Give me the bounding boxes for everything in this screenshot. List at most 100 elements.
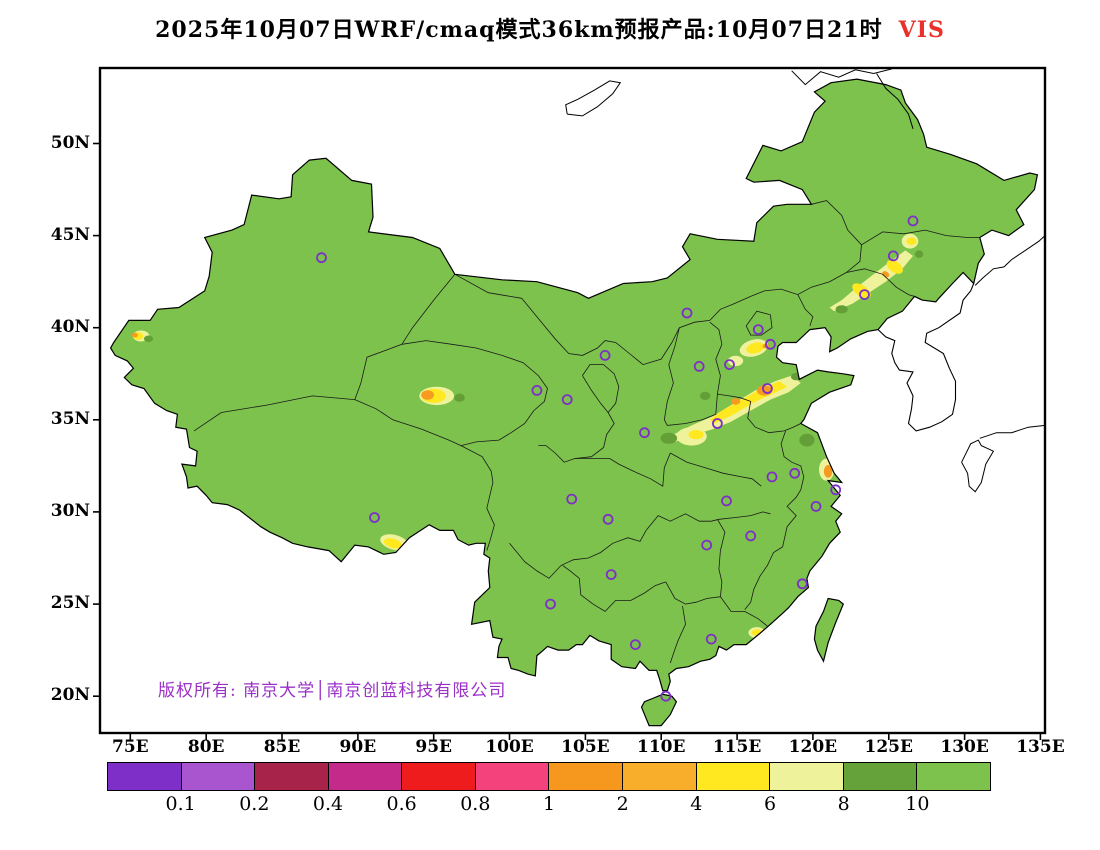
station-marker-hefei [766, 471, 778, 483]
forecast-patch [799, 433, 815, 447]
lon-tick-label: 90E [339, 737, 377, 757]
title-text: 2025年10月07日WRF/cmaq模式36km预报产品:10月07日21时 [155, 17, 883, 43]
station-marker-chengdu [566, 493, 578, 505]
station-marker-changchun [887, 250, 899, 262]
colorbar-label: 4 [690, 793, 703, 815]
station-marker-lanzhou [561, 394, 573, 406]
plot-border [98, 66, 1047, 735]
station-marker-beijing [752, 324, 764, 336]
colorbar-label: 10 [905, 793, 930, 815]
station-marker-guangzhou [705, 633, 717, 645]
lat-tick-label: 40N [50, 316, 90, 337]
colorbar-label: 0.1 [165, 793, 196, 815]
colorbar-label: 0.4 [312, 793, 344, 815]
colorbar-cell [842, 762, 918, 791]
forecast-patch [143, 335, 154, 343]
lon-tick-label: 135E [1016, 737, 1065, 757]
colorbar-label: 6 [763, 793, 777, 815]
station-marker-guiyang [605, 569, 617, 581]
station-marker-hohhot [681, 307, 693, 319]
station-marker-xining [531, 384, 543, 396]
colorbar-cell [401, 762, 476, 791]
lon-tick-label: 115E [712, 737, 762, 757]
forecast-patch [914, 250, 924, 258]
colorbar-label: 0.8 [460, 793, 491, 815]
colorbar-cell [254, 762, 329, 791]
forecast-patch [421, 390, 434, 400]
colorbar-cell [327, 762, 403, 791]
forecast-patch [835, 305, 848, 314]
copyright-text: 版权所有: 南京大学│南京创蓝科技有限公司 [158, 681, 507, 701]
forecast-patch [731, 398, 741, 405]
colorbar-label: 0.6 [386, 793, 417, 815]
china-forecast-map [93, 66, 1047, 740]
forecast-patch [728, 355, 744, 367]
colorbar-label: 2 [616, 793, 629, 815]
lon-tick-label: 95E [415, 737, 453, 757]
colorbar-cell [107, 762, 182, 791]
forecast-patch [823, 465, 833, 478]
station-marker-wuhan [721, 495, 732, 507]
station-marker-tianjin [765, 338, 776, 350]
forecast-patch [756, 385, 773, 396]
station-marker-nanjing [789, 467, 801, 479]
china-landmass [110, 79, 1038, 726]
coastlines [109, 68, 1046, 727]
colorbar-label: 0.2 [239, 793, 270, 815]
station-marker-fuzhou [796, 578, 808, 590]
station-markers [316, 215, 919, 702]
lat-tick-label: 45N [50, 224, 90, 245]
station-marker-taiyuan [693, 360, 705, 372]
colorbar-cell [622, 762, 697, 791]
station-marker-nanning [630, 639, 641, 650]
colorbar-cell [916, 762, 991, 791]
forecast-patch [383, 538, 402, 549]
station-marker-urumqi [316, 252, 327, 264]
lon-tick-label: 75E [112, 737, 149, 757]
forecast-patch [660, 432, 678, 444]
station-marker-haikou [660, 690, 672, 702]
station-marker-nanchang [745, 530, 757, 542]
station-marker-jinan [762, 383, 773, 394]
colorbar-cell [769, 762, 844, 791]
forecast-patch [131, 332, 138, 338]
station-marker-yinchuan [599, 349, 611, 361]
station-marker-shanghai [830, 484, 842, 496]
colorbar-label: 1 [542, 793, 556, 815]
station-marker-harbin [907, 215, 919, 227]
forecast-patch [746, 342, 765, 354]
forecast-patch [699, 391, 711, 400]
lat-tick-label: 50N [50, 132, 90, 153]
lon-tick-label: 110E [637, 737, 686, 757]
title-variable: VIS [898, 17, 945, 43]
lon-tick-label: 100E [485, 737, 534, 757]
colorbar-cell [474, 762, 550, 791]
page-title: 2025年10月07日WRF/cmaq模式36km预报产品:10月07日21时 V… [0, 12, 1100, 44]
station-marker-changsha [701, 539, 713, 551]
colorbar-cell [180, 762, 256, 791]
station-marker-kunming [545, 598, 556, 610]
station-marker-chongqing [602, 513, 614, 525]
lon-tick-label: 125E [864, 737, 913, 757]
station-marker-zhengzhou [712, 418, 723, 429]
lon-tick-label: 120E [788, 737, 838, 757]
lon-tick-label: 130E [940, 737, 989, 757]
colorbar-cell [548, 762, 624, 791]
colorbar [107, 762, 991, 791]
lat-tick-label: 30N [50, 500, 90, 521]
station-marker-lhasa [369, 512, 380, 523]
colorbar-label: 8 [837, 793, 850, 815]
forecast-patch [906, 237, 917, 245]
forecast-patch [886, 260, 903, 274]
axis-ticks [93, 142, 1042, 740]
colorbar-cell [695, 762, 771, 791]
lat-tick-label: 20N [50, 685, 90, 706]
lon-tick-label: 85E [263, 737, 301, 757]
station-marker-shenyang [859, 289, 870, 301]
lon-tick-label: 80E [187, 737, 225, 757]
map-plot: 版权所有: 南京大学│南京创蓝科技有限公司 [93, 66, 1047, 740]
station-marker-xian [639, 427, 650, 439]
station-marker-shijiazhuang [724, 359, 735, 371]
lat-tick-label: 25N [50, 593, 90, 614]
